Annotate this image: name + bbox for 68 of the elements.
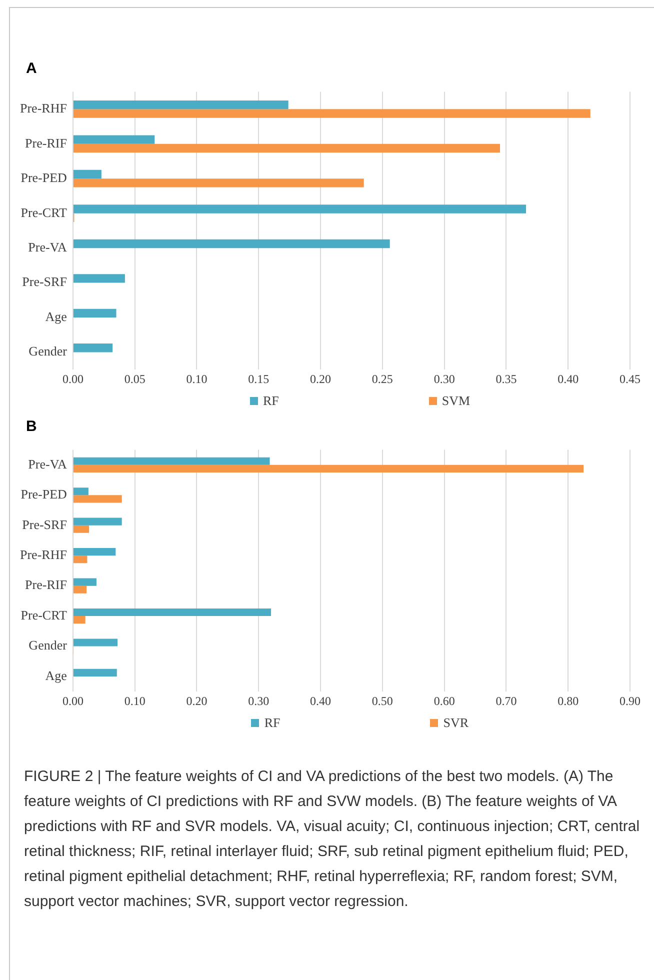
bar [73, 638, 118, 646]
x-tick-label: 0.50 [372, 694, 393, 708]
bar [73, 495, 122, 503]
x-tick-label: 0.00 [62, 694, 84, 708]
x-tick-label: 0.10 [124, 694, 146, 708]
x-tick-label: 0.25 [372, 372, 393, 386]
x-tick-label: 0.30 [434, 372, 455, 386]
x-tick-label: 0.60 [434, 694, 455, 708]
bar [73, 239, 390, 248]
x-tick-label: 0.40 [558, 372, 579, 386]
bar [73, 274, 125, 283]
y-tick-label: Pre-PED [20, 486, 67, 502]
x-tick-label: 0.20 [310, 372, 332, 386]
legend-label: SVR [443, 715, 469, 731]
x-tick-label: 0.05 [124, 372, 146, 386]
x-tick-label: 0.00 [62, 372, 84, 386]
bar [73, 344, 113, 352]
bar [73, 548, 116, 556]
y-tick-label: Pre-RHF [20, 100, 67, 116]
x-tick-label: 0.10 [186, 372, 208, 386]
x-tick-label: 0.30 [248, 694, 270, 708]
bar [73, 144, 500, 153]
y-tick-label: Pre-SRF [22, 516, 67, 532]
x-tick-label: 0.15 [248, 372, 270, 386]
x-tick-label: 0.90 [620, 694, 640, 708]
y-tick-label: Pre-VA [28, 456, 68, 472]
y-tick-label: Gender [28, 344, 68, 359]
x-tick-label: 0.80 [558, 694, 579, 708]
y-tick-label: Age [45, 668, 68, 683]
bar [73, 204, 526, 214]
legend-label: RF [264, 715, 280, 731]
bar [73, 464, 584, 472]
y-tick-label: Gender [28, 638, 68, 653]
bar [73, 170, 102, 179]
chart-title: A [25, 60, 38, 78]
y-tick-label: Pre-PED [20, 170, 67, 186]
x-tick-label: 0.40 [310, 694, 332, 708]
y-tick-label: Pre-SRF [22, 274, 67, 290]
y-tick-label: Pre-VA [28, 239, 68, 254]
bar [73, 525, 90, 533]
bar [73, 578, 96, 586]
bar [73, 608, 272, 616]
chart-title: B [25, 418, 38, 436]
y-tick-label: Age [45, 308, 68, 324]
bar [73, 109, 590, 118]
bar [73, 308, 116, 318]
bar [73, 668, 117, 676]
bar [73, 488, 88, 496]
legend-label: SVM [442, 393, 470, 409]
caption: FIGURE 2 | The feature weights of CI and VA predictions of the best two models. (A) The feature weights of CI predictions with RF and SVW models. (B) The feature weights of VA predictions with RF and SVR models. VA, visual acuity; CI, continuous injection; CRT, central retinal thickness; RIF, retinal interlayer fluid; SRF, sub retinal pigment epithelium fluid; PED, retinal pigment epithelial detachment; RHF, retinal hyperreflexia; RF, random forest; SVM, support vector machines; SVR, support vector regression. [23, 767, 641, 912]
x-tick-label: 0.20 [186, 694, 208, 708]
bar [73, 457, 270, 465]
bar [73, 518, 122, 526]
bar [73, 586, 87, 594]
bar [73, 556, 88, 564]
bar [73, 135, 155, 144]
y-tick-label: Pre-CRT [20, 204, 67, 220]
legend-label: RF [262, 393, 279, 409]
x-tick-label: 0.70 [496, 694, 517, 708]
x-tick-label: 0.35 [496, 372, 517, 386]
y-tick-label: Pre-RIF [25, 577, 67, 592]
y-tick-label: Pre-CRT [20, 607, 67, 622]
bar [73, 616, 86, 624]
y-tick-label: Pre-RHF [20, 547, 67, 562]
bar [73, 100, 288, 110]
x-tick-label: 0.45 [620, 372, 640, 386]
bar [73, 178, 364, 188]
y-tick-label: Pre-RIF [25, 135, 67, 150]
